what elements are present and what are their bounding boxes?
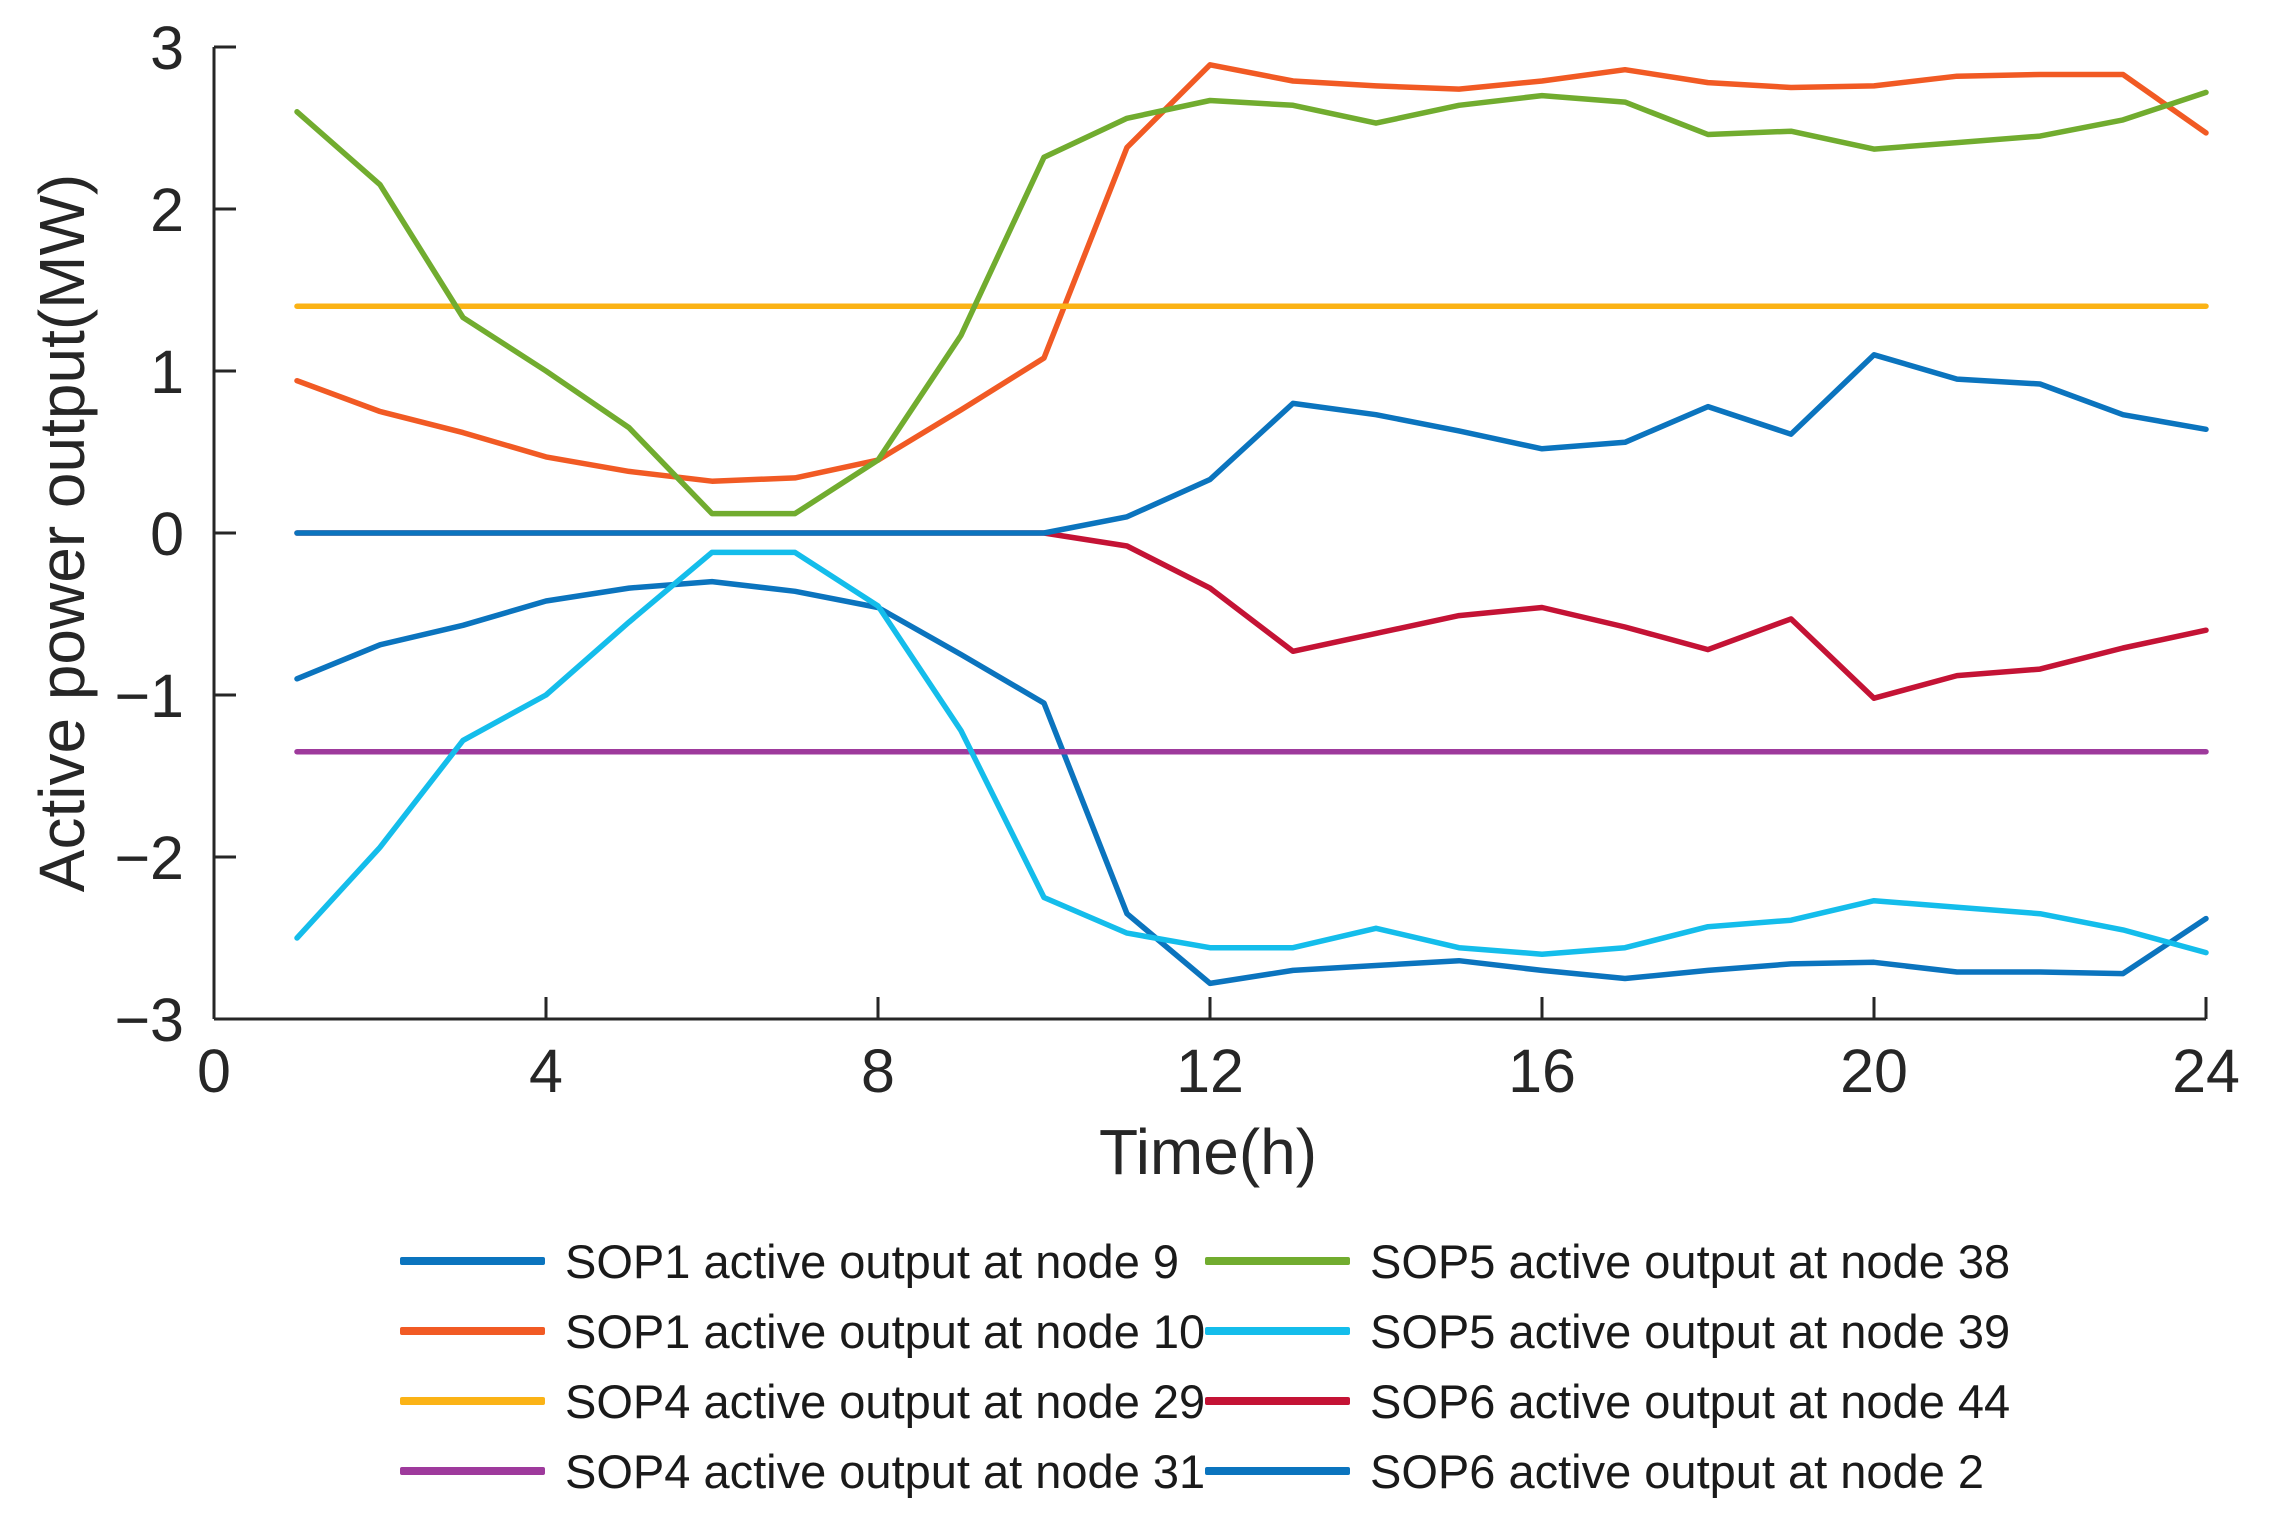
- y-tick-label-5: −2: [114, 824, 184, 892]
- y-tick-label-4: −1: [114, 662, 184, 730]
- legend-item-sop6-node44: SOP6 active output at node 44: [1205, 1378, 2010, 1425]
- y-tick-label-3: 0: [150, 500, 184, 568]
- x-tick-label-0: 0: [197, 1037, 231, 1105]
- legend-swatch-sop6-node2: [1205, 1467, 1350, 1475]
- legend-item-sop5-node38: SOP5 active output at node 38: [1205, 1238, 2010, 1285]
- series-line-sop1-node10: [294, 62, 2209, 484]
- legend-label-sop4-node29: SOP4 active output at node 29: [565, 1374, 1206, 1428]
- legend-label-sop4-node31: SOP4 active output at node 31: [565, 1444, 1206, 1498]
- legend-item-sop6-node2: SOP6 active output at node 2: [1205, 1448, 2010, 1495]
- legend-swatch-sop5-node38: [1205, 1257, 1350, 1265]
- legend-item-sop4-node31: SOP4 active output at node 31: [400, 1448, 1205, 1495]
- legend: SOP1 active output at node 9 SOP1 active…: [400, 1226, 2010, 1506]
- legend-swatch-sop4-node29: [400, 1397, 545, 1405]
- y-tick-label-6: −3: [114, 986, 184, 1054]
- legend-label-sop6-node2: SOP6 active output at node 2: [1370, 1444, 1985, 1498]
- legend-item-sop5-node39: SOP5 active output at node 39: [1205, 1308, 2010, 1355]
- x-axis-label: Time(h): [1098, 1116, 1318, 1188]
- legend-item-sop1-node10: SOP1 active output at node 10: [400, 1308, 1205, 1355]
- series-line-sop5-node38: [294, 89, 2209, 517]
- x-tick-label-4: 16: [1508, 1037, 1576, 1105]
- series-line-sop5-node39: [294, 549, 2209, 957]
- x-tick-label-2: 8: [861, 1037, 895, 1105]
- legend-label-sop5-node39: SOP5 active output at node 39: [1370, 1304, 2011, 1358]
- legend-swatch-sop1-node9: [400, 1257, 545, 1265]
- x-tick-label-5: 20: [1840, 1037, 1908, 1105]
- legend-item-sop4-node29: SOP4 active output at node 29: [400, 1378, 1205, 1425]
- x-tick-label-6: 24: [2172, 1037, 2240, 1105]
- legend-label-sop1-node10: SOP1 active output at node 10: [565, 1304, 1206, 1358]
- legend-swatch-sop1-node10: [400, 1327, 545, 1335]
- legend-swatch-sop5-node39: [1205, 1327, 1350, 1335]
- legend-label-sop1-node9: SOP1 active output at node 9: [565, 1234, 1180, 1288]
- y-tick-label-2: 1: [150, 338, 184, 406]
- y-tick-label-0: 3: [150, 14, 184, 82]
- legend-swatch-sop6-node44: [1205, 1397, 1350, 1405]
- legend-label-sop6-node44: SOP6 active output at node 44: [1370, 1374, 2011, 1428]
- series-line-sop6-node2: [294, 352, 2209, 536]
- x-tick-label-1: 4: [529, 1037, 563, 1105]
- legend-item-sop1-node9: SOP1 active output at node 9: [400, 1238, 1205, 1285]
- x-tick-label-3: 12: [1176, 1037, 1244, 1105]
- legend-swatch-sop4-node31: [400, 1467, 545, 1475]
- series-line-sop6-node44: [294, 530, 2209, 701]
- y-tick-label-1: 2: [150, 176, 184, 244]
- legend-label-sop5-node38: SOP5 active output at node 38: [1370, 1234, 2011, 1288]
- series-line-sop1-node9: [294, 578, 2209, 987]
